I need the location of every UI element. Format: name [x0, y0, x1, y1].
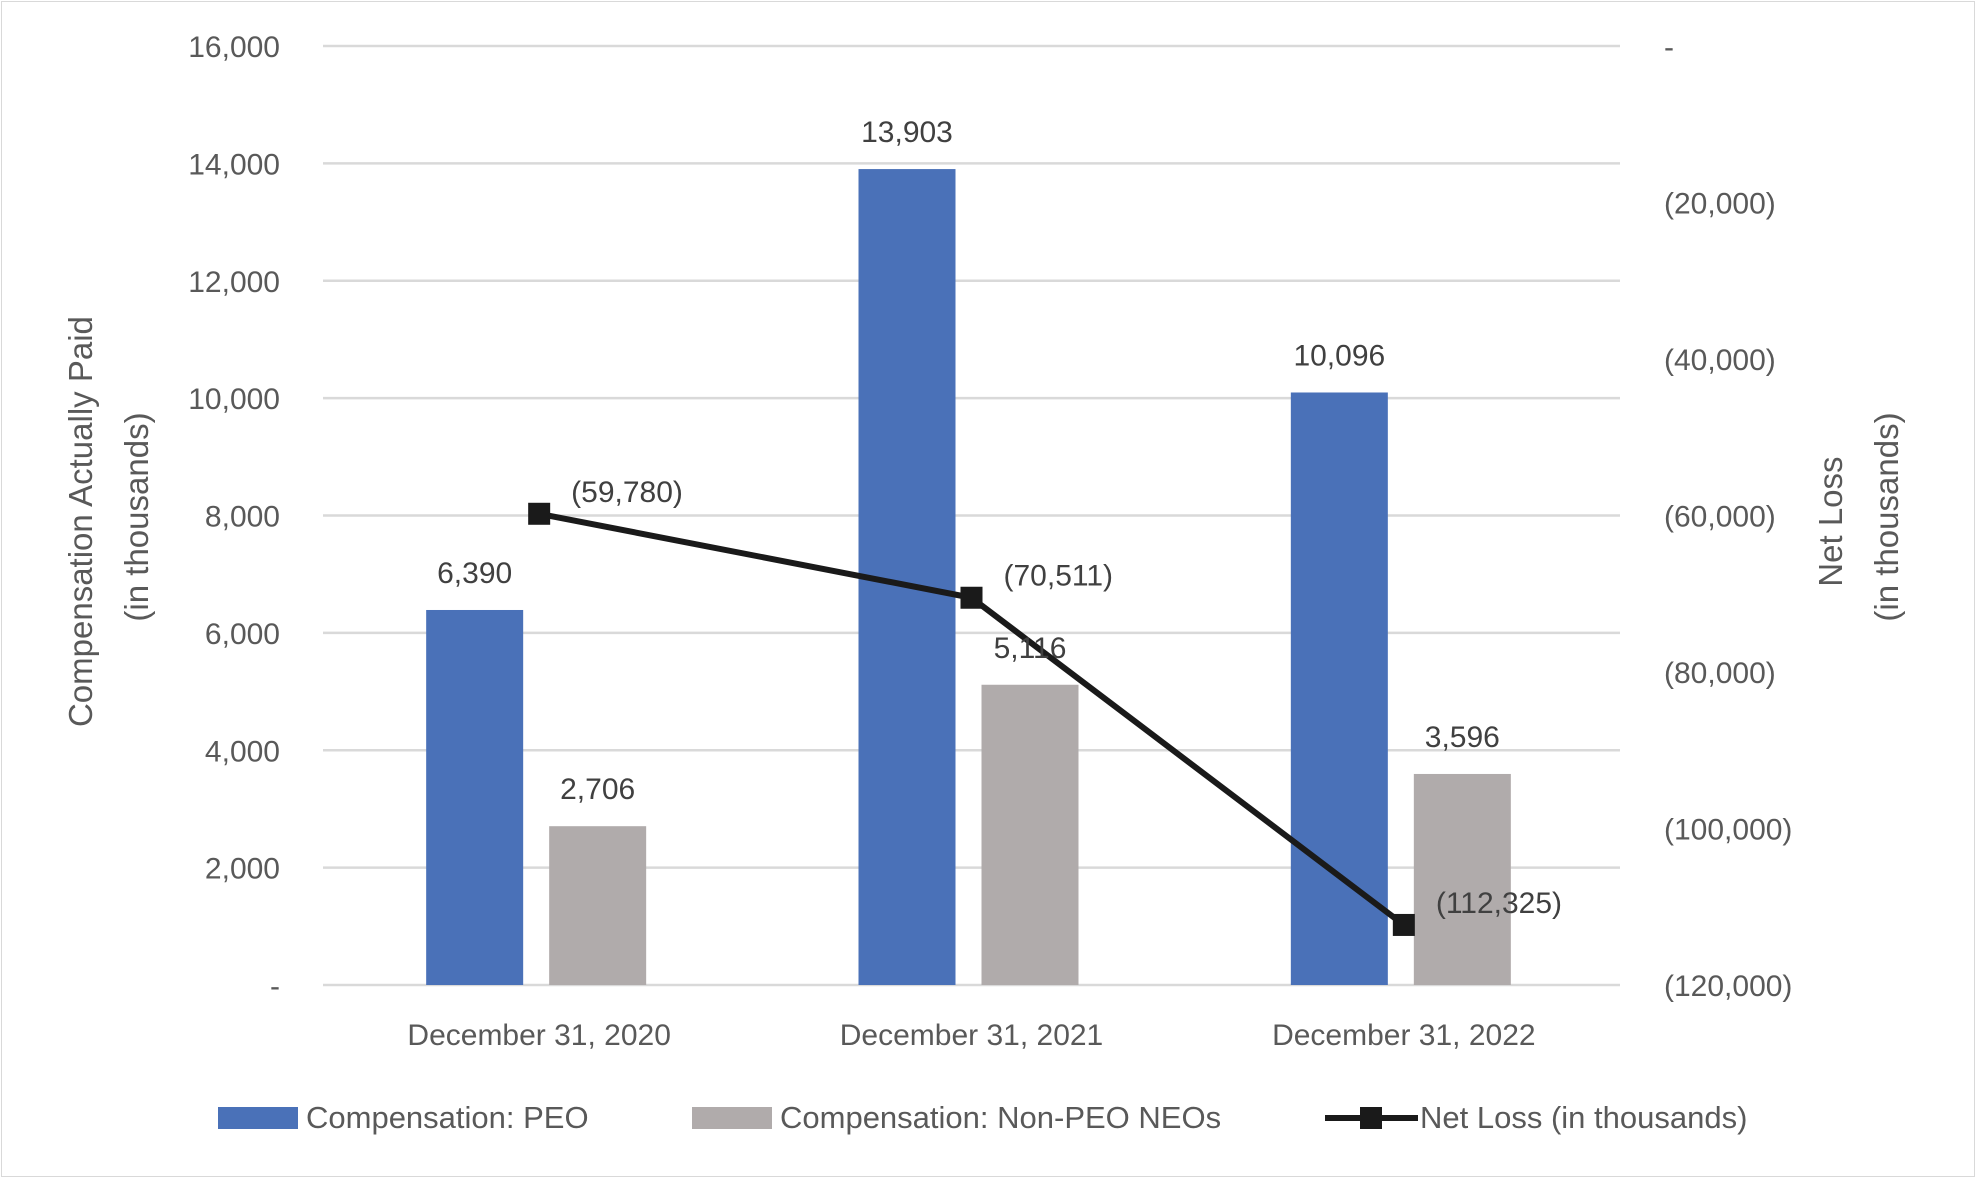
right-axis-title-line1: Net Loss [1812, 456, 1849, 586]
data-label-net-loss: (59,780) [571, 476, 683, 509]
legend-swatch-peo [218, 1107, 298, 1129]
category-label: December 31, 2022 [1272, 1019, 1536, 1052]
right-tick-label: (120,000) [1664, 970, 1792, 1003]
bar-non-peo [549, 826, 647, 985]
data-label-non-peo: 2,706 [560, 773, 635, 806]
left-tick-label: 4,000 [205, 735, 280, 768]
legend-label-net-loss: Net Loss (in thousands) [1420, 1100, 1747, 1135]
left-tick-label: - [270, 970, 280, 1003]
left-tick-label: 2,000 [205, 853, 280, 886]
bar-non-peo [981, 684, 1079, 985]
category-label: December 31, 2021 [840, 1019, 1104, 1052]
data-label-peo: 10,096 [1293, 339, 1385, 372]
right-tick-label: (100,000) [1664, 814, 1792, 847]
legend: Compensation: PEO Compensation: Non-PEO … [218, 1100, 1747, 1135]
data-label-net-loss: (70,511) [1004, 560, 1114, 593]
right-axis-ticks: - (20,000) (40,000) (60,000) (80,000) (100,00… [1664, 31, 1792, 1003]
category-labels: December 31, 2020 December 31, 2021 Decemb… [407, 1019, 1535, 1052]
left-tick-label: 6,000 [205, 618, 280, 651]
right-tick-label: (40,000) [1664, 344, 1776, 377]
net-loss-line-group [528, 502, 1415, 936]
data-label-net-loss: (112,325) [1436, 887, 1562, 920]
legend-marker-net-loss [1360, 1107, 1382, 1129]
left-tick-label: 14,000 [188, 148, 280, 181]
left-tick-label: 16,000 [188, 31, 280, 64]
left-tick-label: 8,000 [205, 501, 280, 534]
bars [426, 169, 1511, 986]
data-label-peo: 6,390 [437, 557, 512, 590]
net-loss-marker [1392, 913, 1415, 936]
right-tick-label: (80,000) [1664, 657, 1776, 690]
left-axis-title: Compensation Actually Paid (in thousands… [62, 307, 155, 727]
left-tick-label: 12,000 [188, 266, 280, 299]
left-tick-label: 10,000 [188, 383, 280, 416]
data-label-peo: 13,903 [861, 116, 953, 149]
legend-label-non-peo: Compensation: Non-PEO NEOs [780, 1100, 1221, 1135]
left-axis-title-line2: (in thousands) [118, 412, 155, 621]
left-axis-ticks: - 2,000 4,000 6,000 8,000 10,000 12,000 14,000 1… [188, 31, 280, 1003]
right-tick-label: - [1664, 31, 1674, 64]
data-labels: 6,390 2,706 13,903 5,116 10,096 3,596 (59,780)… [437, 116, 1562, 920]
category-label: December 31, 2020 [407, 1019, 671, 1052]
bar-peo [1290, 392, 1388, 986]
net-loss-marker [528, 502, 551, 525]
right-axis-title-line2: (in thousands) [1868, 412, 1905, 621]
bar-peo [426, 609, 524, 985]
bar-non-peo [1413, 773, 1511, 985]
net-loss-marker [960, 586, 983, 609]
data-label-non-peo: 3,596 [1425, 721, 1500, 754]
right-axis-title: Net Loss (in thousands) [1812, 412, 1905, 621]
data-label-non-peo: 5,116 [994, 632, 1067, 665]
left-axis-title-line1: Compensation Actually Paid [62, 316, 99, 727]
legend-swatch-non-peo [692, 1107, 772, 1129]
right-tick-label: (60,000) [1664, 501, 1776, 534]
gridlines [323, 44, 1620, 987]
right-tick-label: (20,000) [1664, 188, 1776, 221]
legend-label-peo: Compensation: PEO [306, 1100, 589, 1135]
net-loss-line [538, 510, 1406, 928]
